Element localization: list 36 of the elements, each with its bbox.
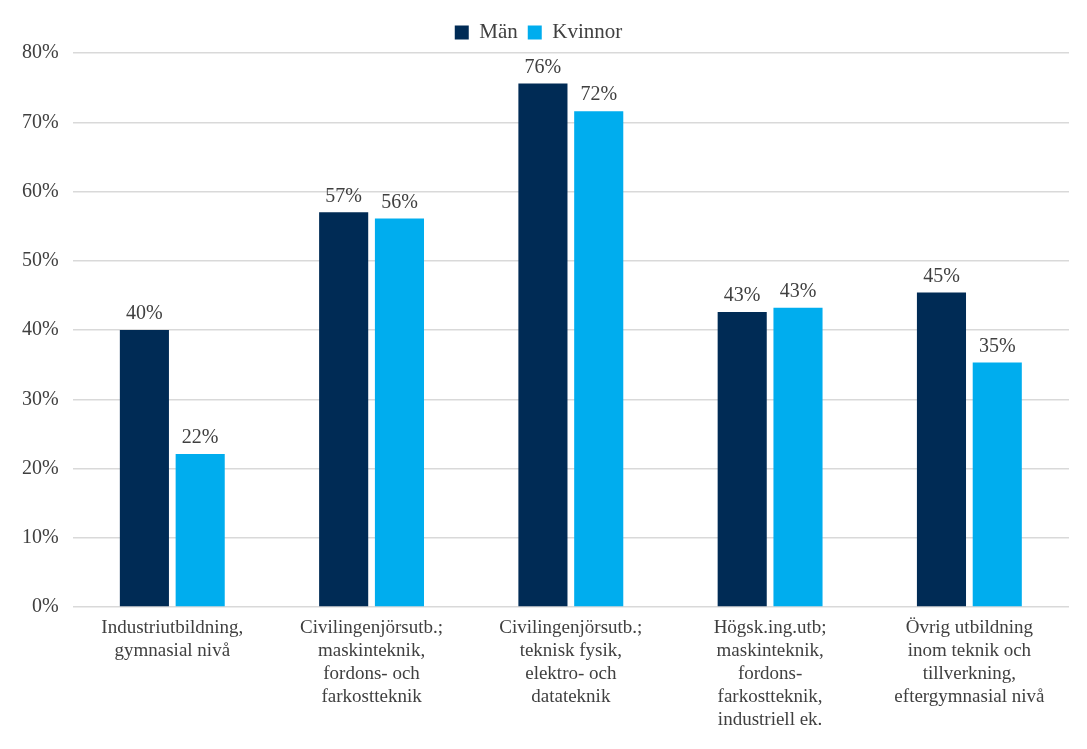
bar bbox=[175, 453, 225, 607]
y-tick-label: 30% bbox=[21, 386, 59, 409]
data-label: 43% bbox=[779, 279, 817, 302]
y-tick-label: 40% bbox=[21, 317, 59, 340]
legend-label: Män bbox=[479, 19, 519, 44]
data-label: 56% bbox=[381, 189, 418, 212]
data-label: 35% bbox=[978, 333, 1016, 356]
bar bbox=[319, 212, 369, 607]
bar bbox=[717, 312, 767, 607]
x-tick-label: Civilingenjörsutb.; teknisk fysik, elektro- och datateknik bbox=[499, 616, 643, 706]
y-tick-label: 10% bbox=[21, 525, 59, 547]
data-label: 76% bbox=[524, 54, 562, 77]
data-label: 22% bbox=[181, 425, 219, 448]
bar bbox=[119, 330, 169, 607]
x-tick-label: Övrig utbildning inom teknik och tillverkning, eftergymnasial nivå bbox=[894, 616, 1045, 706]
data-label: 72% bbox=[580, 82, 618, 105]
data-label: 43% bbox=[723, 283, 761, 306]
bar bbox=[574, 111, 624, 607]
data-label: 40% bbox=[126, 301, 163, 324]
y-tick-label: 60% bbox=[21, 178, 59, 201]
legend-label: Kvinnor bbox=[552, 19, 623, 44]
bar bbox=[374, 218, 425, 607]
x-tick-label: Högsk.ing.utb; maskinteknik, fordons- farkostteknik, industriell ek. bbox=[713, 616, 827, 729]
bar bbox=[518, 83, 568, 607]
data-label: 57% bbox=[325, 183, 362, 206]
bar bbox=[972, 362, 1022, 607]
x-tick-label: Civilingenjörsutb.; maskinteknik, fordons- och farkostteknik bbox=[300, 616, 444, 706]
bar bbox=[773, 307, 823, 607]
y-tick-label: 50% bbox=[21, 248, 59, 270]
bar bbox=[916, 292, 967, 607]
y-tick-label: 0% bbox=[31, 594, 59, 617]
y-tick-label: 80% bbox=[21, 40, 59, 63]
y-tick-label: 70% bbox=[21, 109, 59, 132]
data-label: 45% bbox=[923, 263, 960, 286]
y-tick-label: 20% bbox=[21, 455, 59, 478]
x-tick-label: Industriutbildning, gymnasial nivå bbox=[101, 616, 244, 661]
